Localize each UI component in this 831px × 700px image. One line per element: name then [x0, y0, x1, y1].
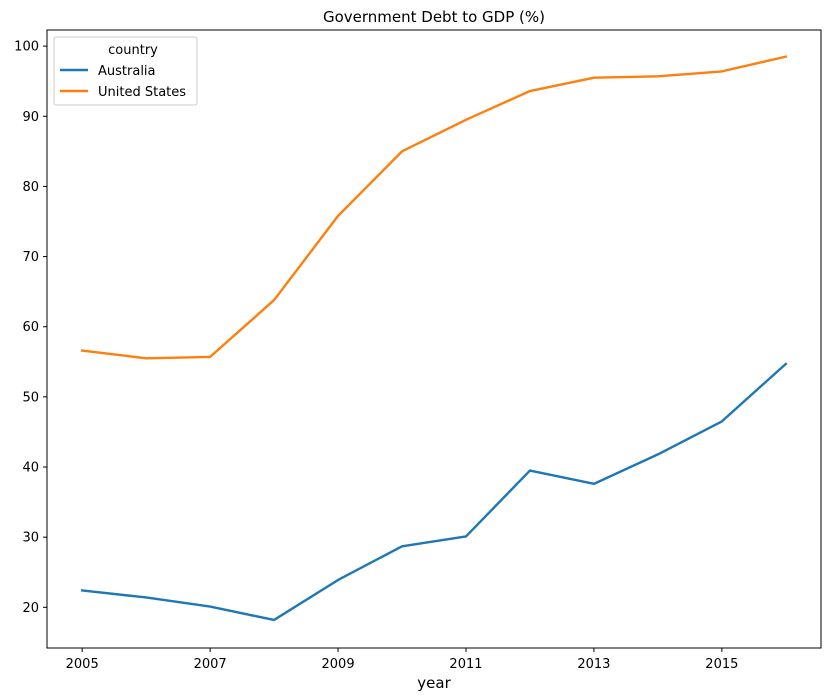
- y-axis: 20 30 40 50 60 70 80 90 100: [14, 40, 47, 616]
- x-axis-label: year: [417, 674, 451, 692]
- x-tick-label: 2009: [322, 657, 355, 672]
- y-tick-label: 100: [14, 40, 39, 55]
- series-line-australia: [80, 362, 788, 622]
- y-tick-label: 60: [22, 320, 39, 335]
- y-tick-label: 40: [22, 461, 39, 476]
- legend-title: country: [108, 43, 158, 58]
- plot-area: [46, 29, 822, 649]
- series-line-united-states: [80, 55, 788, 360]
- x-tick-label: 2005: [66, 657, 99, 672]
- legend-label-united-states: United States: [98, 85, 186, 100]
- y-tick-label: 50: [22, 390, 39, 405]
- x-tick-label: 2007: [194, 657, 227, 672]
- y-tick-label: 90: [22, 110, 39, 125]
- series-lines: [80, 55, 788, 622]
- y-tick-label: 20: [22, 601, 39, 616]
- x-axis: 2005 2007 2009 2011 2013 2015: [66, 648, 738, 672]
- x-tick-label: 2013: [577, 657, 610, 672]
- x-tick-label: 2015: [705, 657, 738, 672]
- chart-title: Government Debt to GDP (%): [323, 8, 545, 26]
- x-tick-label: 2011: [449, 657, 482, 672]
- legend: country Australia United States: [53, 36, 198, 106]
- legend-label-australia: Australia: [98, 64, 156, 79]
- legend-box: [53, 36, 198, 106]
- y-tick-label: 80: [22, 180, 39, 195]
- y-tick-label: 30: [22, 531, 39, 546]
- y-tick-label: 70: [22, 250, 39, 265]
